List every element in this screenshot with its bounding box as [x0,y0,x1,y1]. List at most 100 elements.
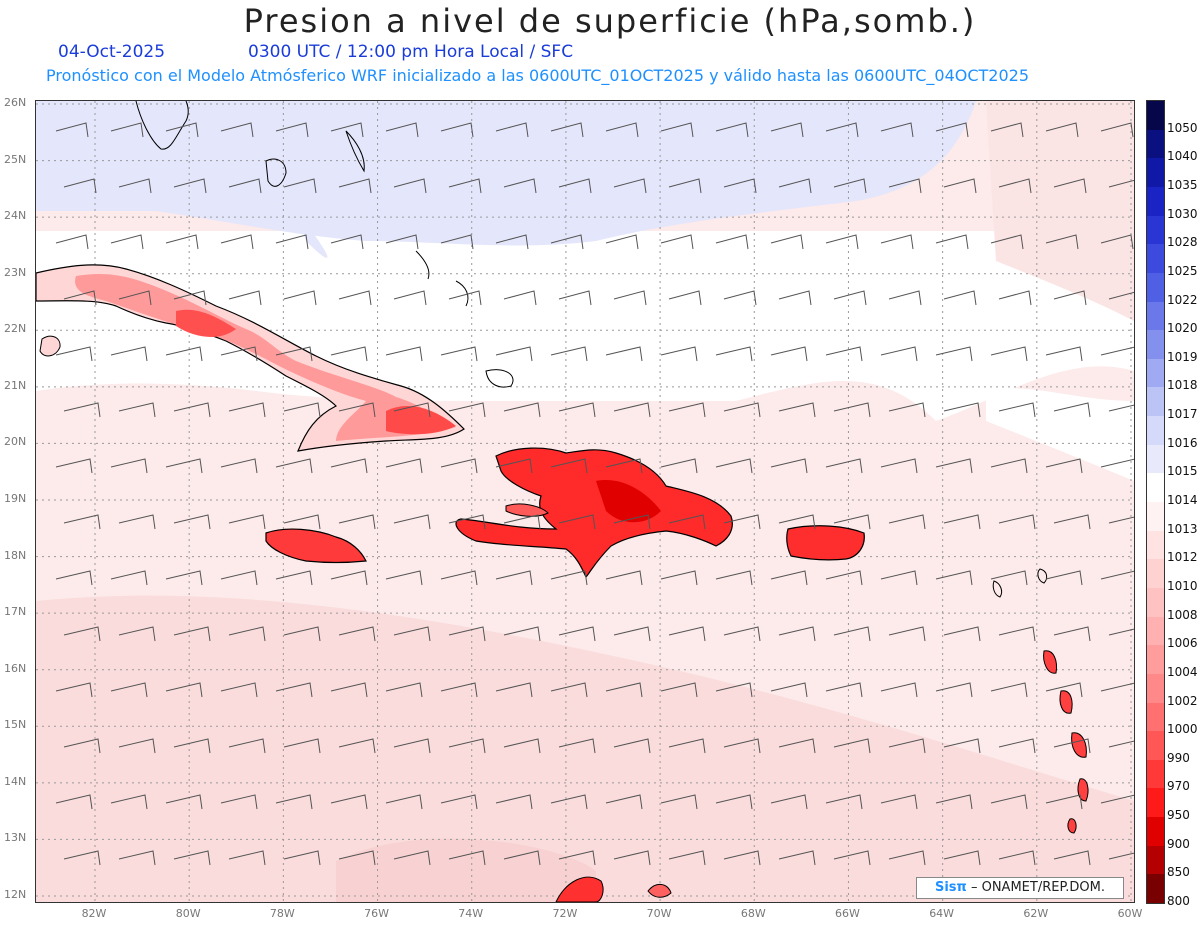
wind-barb [880,682,918,698]
wind-barb [55,346,93,362]
lon-label-82W: 82W [81,907,107,920]
wind-barb [880,458,918,474]
wind-barb [110,682,148,698]
wind-barb [990,570,1028,586]
colorbar-label-850: 850 [1167,865,1190,880]
wind-barb [63,402,101,418]
wind-barb [778,850,816,866]
wind-barb [990,122,1024,138]
wind-barb [1108,404,1134,412]
wind-barb [495,234,529,250]
wind-barb [385,346,423,362]
colorbar-label-1030: 1030 [1167,206,1198,221]
wind-barb [283,738,321,754]
wind-barb [778,178,812,194]
wind-barb [220,234,254,250]
wind-barb [448,178,482,194]
wind-barb [55,122,89,138]
wind-barb [605,234,639,250]
wind-barb [943,626,981,642]
wind-barb [1053,738,1091,754]
wind-barb [605,346,643,362]
lon-label-74W: 74W [458,907,484,920]
wind-barb [338,626,376,642]
colorbar-segment [1147,702,1164,732]
colorbar-segment [1147,559,1164,589]
lon-label-60W: 60W [1117,907,1143,920]
wind-barb [668,514,706,530]
wind-barb [943,738,981,754]
colorbar-segment [1147,759,1164,789]
colorbar-label-1022: 1022 [1167,292,1198,307]
colorbar-label-1004: 1004 [1167,664,1198,679]
wind-barb [330,458,368,474]
wind-barb [173,514,211,530]
wind-barb [668,738,706,754]
wind-barb [110,122,144,138]
wind-barb [833,178,867,194]
wind-barb [723,290,757,306]
wind-barb [715,122,749,138]
map-canvas [36,101,1134,902]
wind-barb [165,458,203,474]
wind-barb [283,850,321,866]
wind-barb [998,402,1036,418]
wind-barb [668,178,702,194]
wind-barb [338,290,372,306]
wind-barb [723,850,761,866]
colorbar-label-1002: 1002 [1167,693,1198,708]
wind-barb [1053,514,1091,530]
wind-barb [55,682,93,698]
wind-barb [1045,682,1083,698]
colorbar-segment [1147,874,1164,904]
wind-barb [668,850,706,866]
lon-label-78W: 78W [269,907,295,920]
wind-barb [385,682,423,698]
wind-barb [1100,794,1134,804]
wind-barb [990,458,1028,474]
colorbar-segment [1147,416,1164,446]
colorbar-segment [1147,186,1164,217]
lat-label-26N: 26N [4,96,27,109]
wind-barb [888,178,922,194]
wind-barb [825,682,863,698]
wind-barb [385,570,423,586]
colorbar-label-1040: 1040 [1167,149,1198,164]
wind-barb [1108,291,1134,300]
wind-barb [165,346,203,362]
wind-barb [228,290,262,306]
wind-barb [228,738,266,754]
colorbar-segment [1147,788,1164,818]
lon-label-72W: 72W [552,907,578,920]
wind-barb [715,682,753,698]
colorbar-segment [1147,158,1164,188]
wind-barb [613,514,651,530]
wind-barb [338,402,376,418]
wind-barb [275,346,313,362]
lat-label-23N: 23N [4,265,27,279]
colorbar-segment [1147,387,1164,417]
wind-barb [1100,122,1134,138]
wind-barb [605,570,643,586]
lat-label-16N: 16N [4,661,27,675]
wind-barb [715,346,753,362]
wind-barb [943,178,977,194]
wind-barb [715,458,753,474]
wind-barb [935,346,973,362]
wind-barb [173,850,211,866]
wind-barb [63,850,101,866]
wind-barb [935,122,969,138]
colorbar-label-950: 950 [1167,808,1190,823]
lon-label-62W: 62W [1023,907,1049,920]
wind-barb [165,570,203,586]
wind-barb [283,514,321,530]
colorbar-segment [1147,473,1164,503]
colorbar-label-1010: 1010 [1167,578,1198,593]
wind-barb [550,346,588,362]
wind-barb [495,458,533,474]
wind-barb [495,122,529,138]
colorbar-segment [1147,444,1164,474]
lat-label-18N: 18N [4,548,27,562]
wind-barb [660,346,698,362]
colorbar-segment [1147,845,1164,875]
